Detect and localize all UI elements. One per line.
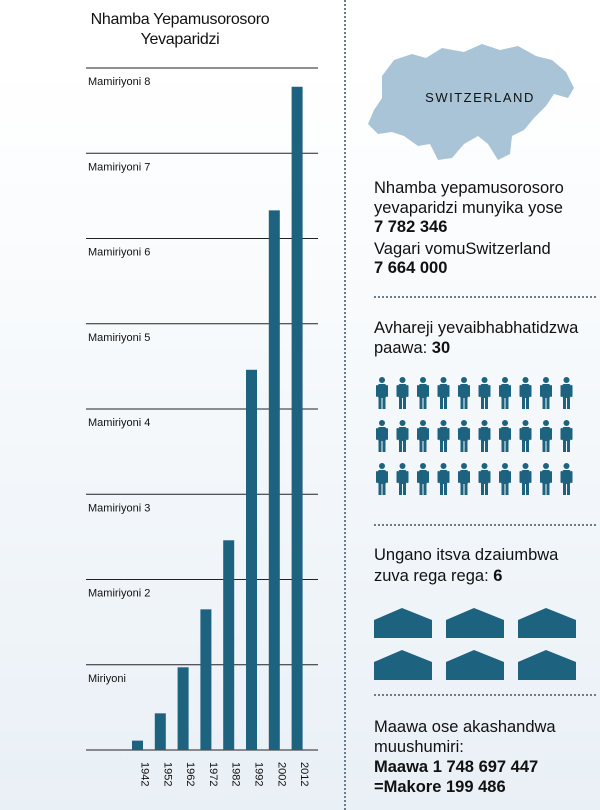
x-tick-label: 1962 [184,762,196,786]
bar-1992 [246,369,257,750]
person-icon [437,377,450,409]
country-name: SWITZERLAND [425,90,535,105]
person-icon [540,377,552,409]
years-value: =Makore 199 486 [374,778,506,796]
info-panel: SWITZERLAND Nhamba yepamusorosoro yevapa… [346,0,600,810]
kingdom-hall-icon [446,608,504,638]
person-icon [499,463,511,495]
bar-1972 [200,609,212,750]
y-tick-label: Miriyoni [88,673,126,685]
bar-1942 [132,740,143,750]
person-icon [458,463,470,495]
x-tick-label: 1972 [207,762,219,786]
hours-label-line-1: Maawa ose akashandwa [374,718,556,736]
panel-divider [344,0,346,810]
people-icon-grid [376,377,573,495]
x-tick-label: 1952 [161,762,173,786]
person-icon [376,420,388,452]
person-icon [458,420,470,452]
person-icon [376,377,388,409]
person-icon [396,463,409,495]
person-icon [540,463,552,495]
person-icon [437,463,450,495]
person-icon [417,420,429,452]
person-icon [437,420,450,452]
x-tick-label: 1942 [139,762,151,786]
y-tick-label: Mamiriyoni 4 [88,417,150,429]
person-icon [417,377,429,409]
bar-2012 [291,86,303,750]
person-icon [560,420,573,452]
person-icon [519,377,532,409]
y-tick-label: Mamiriyoni 6 [88,247,150,259]
switzerland-map-icon: SWITZERLAND [368,44,574,160]
person-icon [376,463,388,495]
baptized-label-line-1: Avhareji yevaibhabhatidzwa [374,319,579,337]
kingdom-hall-icon [374,650,432,680]
y-tick-label: Mamiriyoni 8 [88,76,150,88]
x-tick-label: 1992 [253,762,265,786]
population-label: Vagari vomuSwitzerland [374,240,551,258]
kingdom-hall-icon-grid [374,608,576,680]
baptized-value: 30 [431,339,451,357]
person-icon [499,377,511,409]
person-icon [417,463,429,495]
population-value: 7 664 000 [374,259,448,277]
bar-chart: Miriyoni Mamiriyoni 2 Mamiriyoni 3 Mamiriyo… [86,67,318,786]
congregations-value: 6 [493,567,503,585]
y-tick-label: Mamiriyoni 3 [88,502,150,514]
x-tick-label: 2012 [298,762,310,786]
baptized-label-line-2: paawa: 30 [374,339,451,357]
section-separator [374,524,596,526]
person-icon [519,420,532,452]
person-icon [458,377,470,409]
y-tick-label: Mamiriyoni 2 [88,588,150,600]
publishers-label-line-1: Nhamba yepamusorosoro [374,179,564,197]
y-tick-label: Mamiriyoni 7 [88,161,150,173]
hours-value: Maawa 1 748 697 447 [374,758,539,776]
publishers-label-line-2: yevaparidzi munyika yose [374,199,563,217]
chart-title-line-2: Yevaparidzi [140,31,220,48]
chart-panel: Nhamba Yepamusorosoro Yevaparidzi Miriyo… [86,11,318,786]
bar-1982 [223,540,235,750]
person-icon [499,420,511,452]
x-tick-label: 1982 [230,762,242,786]
bar-1962 [177,667,189,750]
x-tick-label: 2002 [275,762,287,786]
kingdom-hall-icon [518,608,576,638]
person-icon [478,377,491,409]
kingdom-hall-icon [518,650,576,680]
kingdom-hall-icon [374,608,432,638]
person-icon [478,463,491,495]
bar-1952 [154,713,166,750]
section-separator [374,296,596,298]
publishers-value: 7 782 346 [374,218,448,236]
person-icon [560,377,573,409]
person-icon [396,420,409,452]
person-icon [519,463,532,495]
person-icon [396,377,409,409]
section-separator [374,694,596,696]
bar-2002 [268,210,280,750]
chart-title-line-1: Nhamba Yepamusorosoro [90,11,270,28]
person-icon [560,463,573,495]
hours-label-line-2: muushumiri: [374,738,464,756]
y-tick-label: Mamiriyoni 5 [88,332,150,344]
person-icon [540,420,552,452]
person-icon [478,420,491,452]
kingdom-hall-icon [446,650,504,680]
congregations-label-line-2: zuva rega rega: 6 [374,567,503,585]
congregations-label-line-1: Ungano itsva dzaiumbwa [374,546,559,564]
